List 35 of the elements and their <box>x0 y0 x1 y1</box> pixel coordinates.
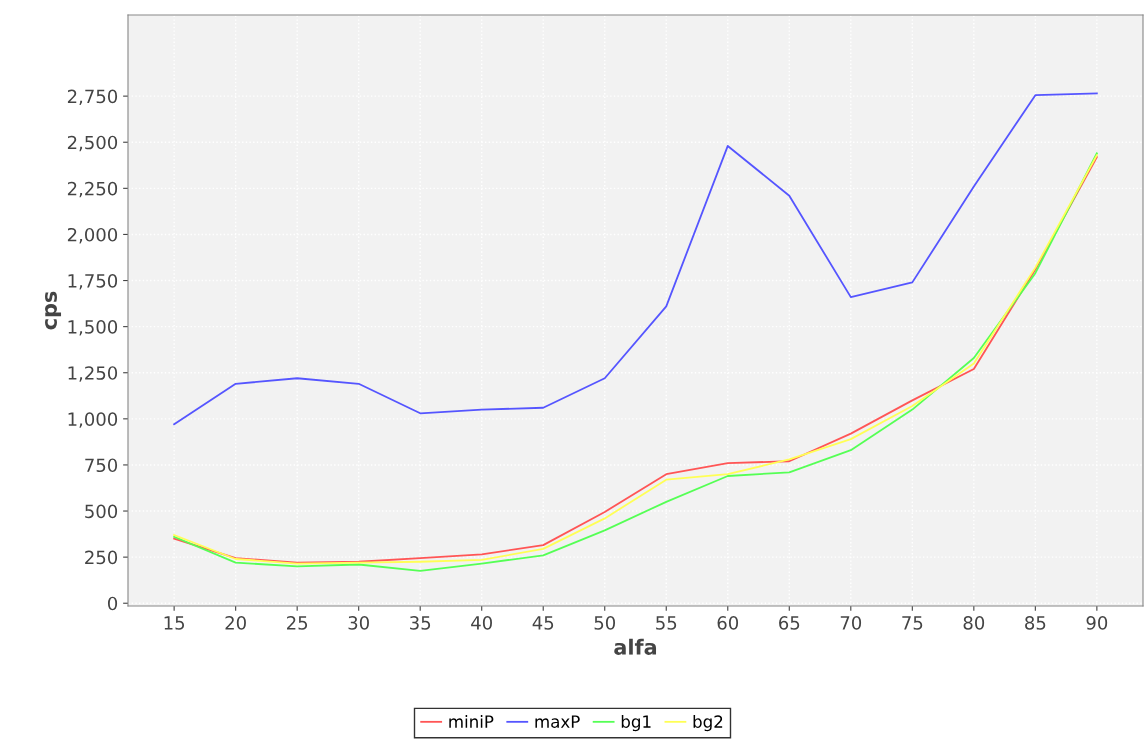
x-tick-label: 50 <box>594 616 616 630</box>
x-tick-label: 90 <box>1086 616 1108 630</box>
y-tick-label: 2,500 <box>67 135 118 152</box>
y-tick-label: 1,750 <box>68 273 118 290</box>
x-tick-label: 65 <box>779 616 800 630</box>
x-tick-label: 75 <box>902 616 923 630</box>
x-tick-label: 30 <box>348 616 369 630</box>
legend-label: bg2 <box>693 715 723 732</box>
x-axis-title: alfa <box>614 638 657 655</box>
x-tick-label: 25 <box>287 616 308 630</box>
legend-label: bg1 <box>621 715 651 732</box>
x-tick-label: 45 <box>532 616 554 630</box>
x-tick-label: 70 <box>840 616 862 630</box>
y-tick-label: 1,250 <box>68 366 118 382</box>
y-tick-label: 0 <box>107 596 118 611</box>
y-tick-label: 1,000 <box>68 412 118 428</box>
y-tick-label: 2,000 <box>67 227 118 244</box>
x-tick-label: 15 <box>164 616 185 630</box>
x-tick-label: 20 <box>225 616 246 630</box>
x-tick-label: 85 <box>1025 616 1046 630</box>
line-series <box>173 92 1098 426</box>
x-tick-label: 40 <box>471 616 492 630</box>
y-tick-label: 750 <box>85 458 118 473</box>
y-tick-label: 250 <box>85 550 118 565</box>
x-tick-label: 80 <box>963 616 985 630</box>
legend-label: miniP <box>449 715 494 728</box>
y-axis-title: cps <box>45 291 62 330</box>
legend-label: maxP <box>535 715 580 728</box>
y-tick-label: 1,500 <box>68 320 118 336</box>
y-tick-label: 2,750 <box>67 89 118 106</box>
x-tick-label: 35 <box>410 616 431 630</box>
x-tick-label: 60 <box>717 616 739 630</box>
y-tick-label: 2,250 <box>67 181 118 198</box>
x-tick-label: 55 <box>656 616 677 630</box>
y-tick-label: 500 <box>85 504 118 519</box>
